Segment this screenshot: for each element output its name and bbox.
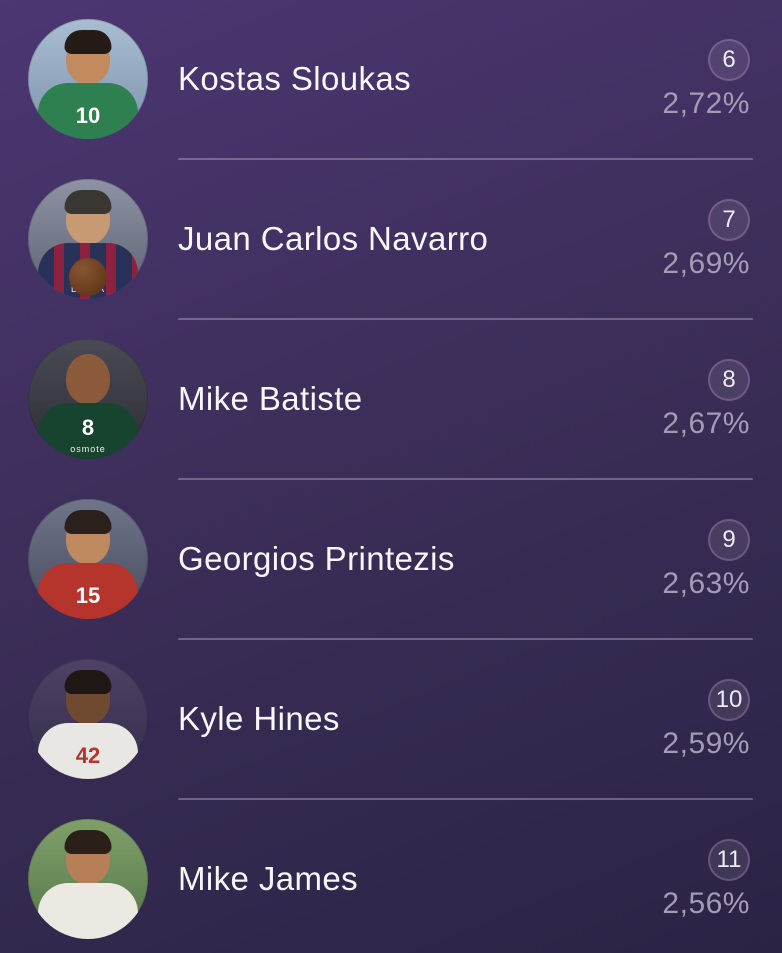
player-hair (64, 830, 112, 854)
player-name: Georgios Printezis (178, 540, 455, 577)
jersey-sponsor-label: osmote (70, 444, 106, 454)
jersey-number: 8 (81, 415, 95, 440)
row-divider (178, 638, 753, 640)
rank-column: 7 2,69% (662, 198, 750, 280)
rank-badge: 6 (708, 38, 750, 81)
player-name: Juan Carlos Navarro (178, 220, 489, 257)
vote-percentage: 2,69% (662, 246, 750, 280)
player-photo: 10 (28, 19, 148, 139)
player-name: Kyle Hines (178, 700, 340, 737)
player-photo: 15 (28, 499, 148, 619)
rank-badge: 10 (708, 678, 750, 721)
player-name: Mike Batiste (178, 380, 363, 417)
basketball-icon (69, 258, 107, 296)
player-photo: LASSA (28, 179, 148, 299)
vote-percentage: 2,67% (662, 406, 750, 440)
row-divider (178, 318, 753, 320)
player-jersey (38, 403, 138, 459)
player-photo: 8 osmote (28, 339, 148, 459)
jersey-number: 15 (75, 583, 101, 608)
vote-percentage: 2,59% (662, 726, 750, 760)
row-divider (178, 798, 753, 800)
vote-percentage: 2,63% (662, 566, 750, 600)
player-row[interactable]: 8 osmote Mike Batiste 8 2,67% (0, 320, 782, 478)
rank-badge: 7 (708, 198, 750, 241)
player-photo (28, 819, 148, 939)
player-name: Kostas Sloukas (178, 60, 412, 97)
row-divider (178, 478, 753, 480)
player-row[interactable]: 10 Kostas Sloukas 6 2,72% (0, 0, 782, 158)
player-hair (64, 670, 112, 694)
jersey-number: 10 (75, 103, 101, 128)
player-hair (64, 30, 112, 54)
rank-column: 8 2,67% (662, 358, 750, 440)
player-row[interactable]: Mike James 11 2,56% (0, 800, 782, 953)
vote-percentage: 2,56% (662, 886, 750, 920)
player-name: Mike James (178, 860, 359, 897)
player-photo: 42 (28, 659, 148, 779)
rank-badge: 8 (708, 358, 750, 401)
player-hair (64, 190, 112, 214)
player-row[interactable]: LASSA Juan Carlos Navarro 7 2,69% (0, 160, 782, 318)
row-divider (178, 158, 753, 160)
player-hair (64, 510, 112, 534)
player-jersey (38, 723, 138, 779)
rank-column: 9 2,63% (662, 518, 750, 600)
rank-column: 10 2,59% (662, 678, 750, 760)
jersey-number: 42 (75, 743, 101, 768)
rank-column: 6 2,72% (662, 38, 750, 120)
player-jersey (38, 83, 138, 139)
vote-percentage: 2,72% (662, 86, 750, 120)
player-jersey (38, 563, 138, 619)
rank-badge: 11 (708, 838, 750, 881)
rank-badge: 9 (708, 518, 750, 561)
player-head (66, 354, 110, 404)
player-jersey (38, 883, 138, 939)
player-row[interactable]: 42 Kyle Hines 10 2,59% (0, 640, 782, 798)
player-row[interactable]: 15 Georgios Printezis 9 2,63% (0, 480, 782, 638)
rank-column: 11 2,56% (662, 838, 750, 920)
